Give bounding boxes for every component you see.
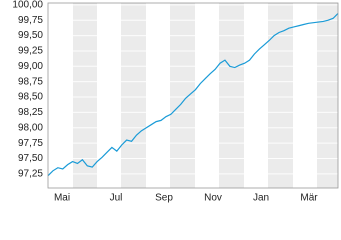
x-tick-label: Jan <box>253 193 269 204</box>
y-tick-label: 98,50 <box>18 92 43 103</box>
y-tick-label: 97,75 <box>18 138 43 149</box>
chart: 97,25 97,50 97,75 98,00 98,25 98,50 98,75 99,00… <box>12 0 339 204</box>
y-tick-label: 98,75 <box>18 76 43 87</box>
y-tick-label: 99,00 <box>18 61 43 72</box>
band <box>121 3 146 188</box>
x-tick-label: Sep <box>155 193 173 204</box>
band <box>170 3 195 188</box>
line <box>47 13 339 177</box>
band <box>219 3 244 188</box>
plot-border <box>47 2 339 189</box>
y-tick-label: 99,25 <box>18 46 43 57</box>
y-tick-label: 99,75 <box>18 15 43 26</box>
y-tick-label: 97,50 <box>18 153 43 164</box>
x-tick-label: Nov <box>204 193 222 204</box>
x-tick-label: Jul <box>110 193 123 204</box>
band <box>317 3 338 188</box>
band <box>73 3 97 188</box>
y-tick-label: 97,25 <box>18 169 43 180</box>
x-tick-label: Mai <box>54 193 70 204</box>
x-tick-label: Mär <box>300 193 318 204</box>
y-tick-label: 99,50 <box>18 30 43 41</box>
band <box>268 3 293 188</box>
y-tick-label: 98,25 <box>18 107 43 118</box>
y-tick-label: 98,00 <box>18 122 43 133</box>
y-tick-label: 100,00 <box>12 0 43 10</box>
